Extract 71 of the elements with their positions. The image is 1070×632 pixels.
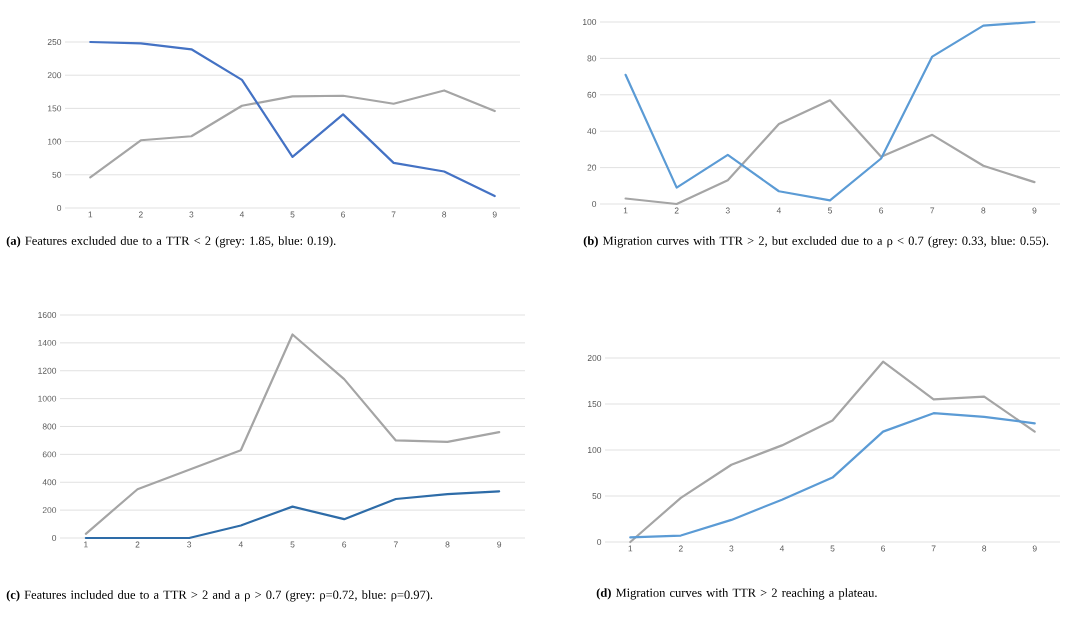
- y-tick-label: 200: [47, 72, 62, 79]
- x-tick-label: 7: [930, 207, 935, 214]
- y-tick-label: 150: [47, 105, 62, 112]
- y-tick-label: 1600: [38, 312, 57, 318]
- x-tick-label: 4: [239, 211, 245, 218]
- y-tick-label: 50: [52, 171, 62, 178]
- y-tick-label: 100: [47, 138, 62, 145]
- y-tick-label: 0: [57, 205, 62, 211]
- x-tick-label: 8: [445, 541, 450, 548]
- x-tick-label: 3: [187, 541, 192, 548]
- line-series: [84, 333, 501, 535]
- x-tick-label: 1: [628, 545, 633, 552]
- y-tick-label: 100: [588, 447, 602, 453]
- x-tick-label: 7: [391, 211, 396, 218]
- x-tick-label: 9: [492, 211, 497, 218]
- x-tick-label: 1: [88, 211, 93, 218]
- x-tick-label: 3: [189, 211, 194, 218]
- y-tick-label: 150: [588, 401, 602, 407]
- x-tick-label: 5: [290, 541, 295, 548]
- x-tick-label: 3: [729, 545, 734, 552]
- text: (a) Features excluded due to a TTR < 2 (grey: 1.85, blue: 0.19).: [6, 236, 336, 248]
- x-tick-label: 2: [138, 211, 143, 218]
- y-tick-label: 0: [597, 539, 602, 545]
- y-tick-label: 200: [587, 355, 602, 361]
- y-tick-label: 400: [42, 479, 57, 486]
- x-tick-label: 3: [725, 207, 730, 214]
- y-tick-label: 0: [592, 201, 597, 207]
- x-tick-label: 6: [342, 541, 347, 548]
- x-tick-label: 2: [678, 545, 683, 552]
- x-tick-label: 5: [830, 545, 835, 552]
- y-tick-label: 200: [42, 507, 57, 514]
- y-tick-label: 0: [52, 535, 57, 541]
- x-tick-label: 8: [442, 211, 447, 218]
- line-series: [89, 89, 496, 179]
- text: (c) Features included due to a TTR > 2 and a ρ > 0.7 (grey: ρ=0.72, blue: ρ=0.97).: [6, 590, 433, 602]
- x-tick-label: 6: [879, 207, 884, 214]
- x-tick-label: 8: [981, 207, 986, 214]
- y-tick-label: 50: [592, 493, 602, 499]
- y-tick-label: 600: [42, 451, 57, 458]
- line-series: [624, 99, 1036, 206]
- y-tick-label: 40: [587, 128, 597, 135]
- y-tick-label: 1000: [38, 395, 57, 402]
- text: (b) Migration curves with TTR > 2, but excluded due to a ρ < 0.7 (grey: 0.33, blue: 0.55).: [583, 236, 1049, 248]
- x-tick-label: 9: [1032, 545, 1037, 552]
- line-series: [89, 40, 496, 198]
- x-tick-label: 5: [827, 207, 833, 214]
- x-tick-label: 1: [84, 541, 88, 548]
- y-tick-label: 1200: [38, 367, 57, 374]
- x-tick-label: 8: [982, 545, 987, 552]
- x-tick-label: 9: [497, 541, 502, 548]
- x-tick-label: 6: [341, 211, 346, 218]
- x-tick-label: 1: [623, 207, 628, 214]
- y-tick-label: 80: [587, 55, 597, 62]
- y-tick-label: 1400: [38, 339, 57, 346]
- x-tick-label: 4: [776, 207, 782, 214]
- x-tick-label: 6: [881, 545, 886, 552]
- y-tick-label: 60: [587, 91, 597, 98]
- y-tick-label: 250: [47, 39, 62, 45]
- x-tick-label: 2: [674, 207, 679, 214]
- x-tick-label: 2: [135, 541, 140, 548]
- x-tick-label: 4: [238, 541, 243, 548]
- line-series: [629, 412, 1036, 539]
- y-tick-label: 20: [587, 164, 597, 171]
- x-tick-label: 5: [290, 211, 295, 218]
- x-tick-label: 9: [1032, 207, 1037, 214]
- x-tick-label: 4: [779, 545, 785, 552]
- y-tick-label: 800: [42, 423, 57, 430]
- x-tick-label: 7: [393, 541, 398, 548]
- x-tick-label: 7: [931, 545, 936, 552]
- y-tick-label: 100: [583, 19, 597, 25]
- text: (d) Migration curves with TTR > 2 reaching a plateau.: [596, 588, 877, 600]
